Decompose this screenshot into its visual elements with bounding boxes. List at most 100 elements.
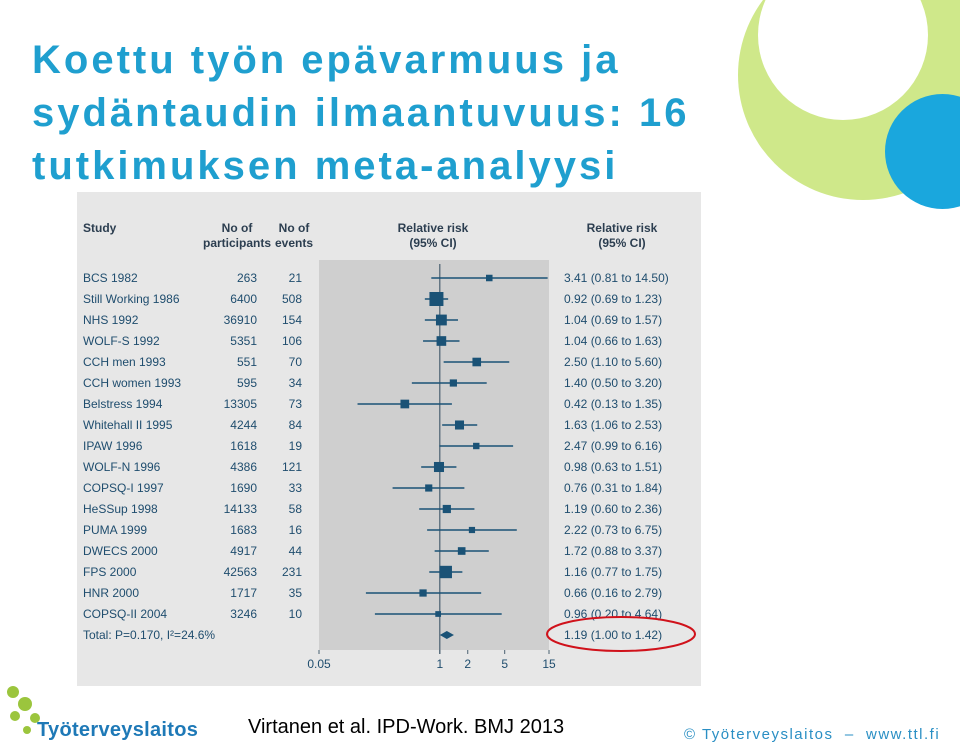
- study-rr-label: 0.66 (0.16 to 2.79): [564, 586, 662, 600]
- study-name: HeSSup 1998: [83, 502, 158, 516]
- study-events: 16: [289, 523, 303, 537]
- point-estimate: [435, 314, 447, 326]
- header-rr-plot-2: (95% CI): [409, 236, 456, 250]
- header-rr-plot-1: Relative risk: [398, 221, 469, 235]
- study-rr-label: 2.22 (0.73 to 6.75): [564, 523, 662, 537]
- study-events: 35: [289, 586, 303, 600]
- study-name: FPS 2000: [83, 565, 137, 579]
- footer-copyright: © Työterveyslaitos – www.ttl.fi: [684, 726, 941, 743]
- logo-icon: [7, 686, 40, 734]
- study-name: IPAW 1996: [83, 439, 143, 453]
- logo-text: Työterveyslaitos: [37, 719, 199, 741]
- study-events: 154: [282, 313, 302, 327]
- point-estimate: [400, 399, 410, 409]
- header-events-2: events: [275, 236, 313, 250]
- header-study: Study: [83, 221, 117, 235]
- study-rr-label: 1.04 (0.69 to 1.57): [564, 313, 662, 327]
- study-participants: 3246: [230, 607, 257, 621]
- total-rr-label: 1.19 (1.00 to 1.42): [564, 628, 662, 642]
- study-name: CCH men 1993: [83, 355, 166, 369]
- study-events: 58: [289, 502, 303, 516]
- study-name: Still Working 1986: [83, 292, 180, 306]
- slide-title: Koettu työn epävarmuus ja sydäntaudin il…: [32, 38, 690, 188]
- total-diamond: [439, 631, 454, 639]
- study-events: 70: [289, 355, 303, 369]
- study-rr-label: 1.16 (0.77 to 1.75): [564, 565, 662, 579]
- study-participants: 263: [237, 271, 257, 285]
- study-rr-label: 2.50 (1.10 to 5.60): [564, 355, 662, 369]
- study-events: 33: [289, 481, 303, 495]
- study-rr-label: 3.41 (0.81 to 14.50): [564, 271, 669, 285]
- study-name: CCH women 1993: [83, 376, 181, 390]
- study-name: Whitehall II 1995: [83, 418, 173, 432]
- point-estimate: [435, 611, 442, 617]
- study-name: HNR 2000: [83, 586, 139, 600]
- study-participants: 4386: [230, 460, 257, 474]
- study-rr-label: 0.42 (0.13 to 1.35): [564, 397, 662, 411]
- study-rr-label: 0.92 (0.69 to 1.23): [564, 292, 662, 306]
- point-estimate: [439, 565, 452, 579]
- study-events: 73: [289, 397, 303, 411]
- study-participants: 1690: [230, 481, 257, 495]
- study-participants: 1717: [230, 586, 257, 600]
- study-events: 106: [282, 334, 302, 348]
- study-events: 84: [289, 418, 303, 432]
- study-name: Belstress 1994: [83, 397, 163, 411]
- total-label: Total: P=0.170, I²=24.6%: [83, 628, 215, 642]
- study-participants: 42563: [224, 565, 258, 579]
- header-participants-2: participants: [203, 236, 271, 250]
- study-events: 21: [289, 271, 303, 285]
- study-rr-label: 0.98 (0.63 to 1.51): [564, 460, 662, 474]
- study-rr-label: 1.04 (0.66 to 1.63): [564, 334, 662, 348]
- point-estimate: [449, 379, 457, 387]
- study-rr-label: 1.63 (1.06 to 2.53): [564, 418, 662, 432]
- study-participants: 14133: [224, 502, 258, 516]
- study-rr-label: 0.76 (0.31 to 1.84): [564, 481, 662, 495]
- study-participants: 6400: [230, 292, 257, 306]
- study-name: COPSQ-II 2004: [83, 607, 167, 621]
- point-estimate: [454, 420, 465, 430]
- study-events: 34: [289, 376, 303, 390]
- study-events: 231: [282, 565, 302, 579]
- point-estimate: [457, 547, 466, 555]
- study-name: NHS 1992: [83, 313, 139, 327]
- header-rr-text-1: Relative risk: [587, 221, 658, 235]
- point-estimate: [419, 589, 427, 597]
- study-participants: 595: [237, 376, 257, 390]
- study-rr-label: 2.47 (0.99 to 6.16): [564, 439, 662, 453]
- study-events: 508: [282, 292, 302, 306]
- point-estimate: [425, 484, 433, 492]
- point-estimate: [468, 526, 476, 534]
- x-tick-label: 15: [542, 657, 556, 671]
- header-events-1: No of: [279, 221, 311, 235]
- study-name: PUMA 1999: [83, 523, 147, 537]
- header-participants-1: No of: [222, 221, 254, 235]
- study-rr-label: 1.19 (0.60 to 2.36): [564, 502, 662, 516]
- forest-plot-panel: Study No of participants No of events Relativ…: [77, 192, 701, 686]
- x-tick-label: 5: [501, 657, 508, 671]
- study-rr-label: 1.40 (0.50 to 3.20): [564, 376, 662, 390]
- study-name: COPSQ-I 1997: [83, 481, 164, 495]
- point-estimate: [473, 442, 480, 450]
- study-participants: 1618: [230, 439, 257, 453]
- point-estimate: [442, 504, 451, 514]
- citation: Virtanen et al. IPD-Work. BMJ 2013: [248, 716, 565, 738]
- point-estimate: [486, 274, 493, 282]
- study-participants: 5351: [230, 334, 257, 348]
- point-estimate: [436, 336, 447, 346]
- study-participants: 1683: [230, 523, 257, 537]
- point-estimate: [433, 461, 445, 473]
- study-events: 44: [289, 544, 303, 558]
- study-rr-label: 1.72 (0.88 to 3.37): [564, 544, 662, 558]
- point-estimate: [429, 292, 444, 306]
- study-name: WOLF-S 1992: [83, 334, 160, 348]
- x-tick-label: 0.05: [307, 657, 331, 671]
- header-rr-text-2: (95% CI): [598, 236, 645, 250]
- x-tick-label: 2: [464, 657, 471, 671]
- study-participants: 4244: [230, 418, 257, 432]
- highlight-circle: [546, 616, 696, 652]
- study-name: BCS 1982: [83, 271, 138, 285]
- study-participants: 36910: [224, 313, 258, 327]
- study-name: DWECS 2000: [83, 544, 158, 558]
- x-tick-label: 1: [436, 657, 443, 671]
